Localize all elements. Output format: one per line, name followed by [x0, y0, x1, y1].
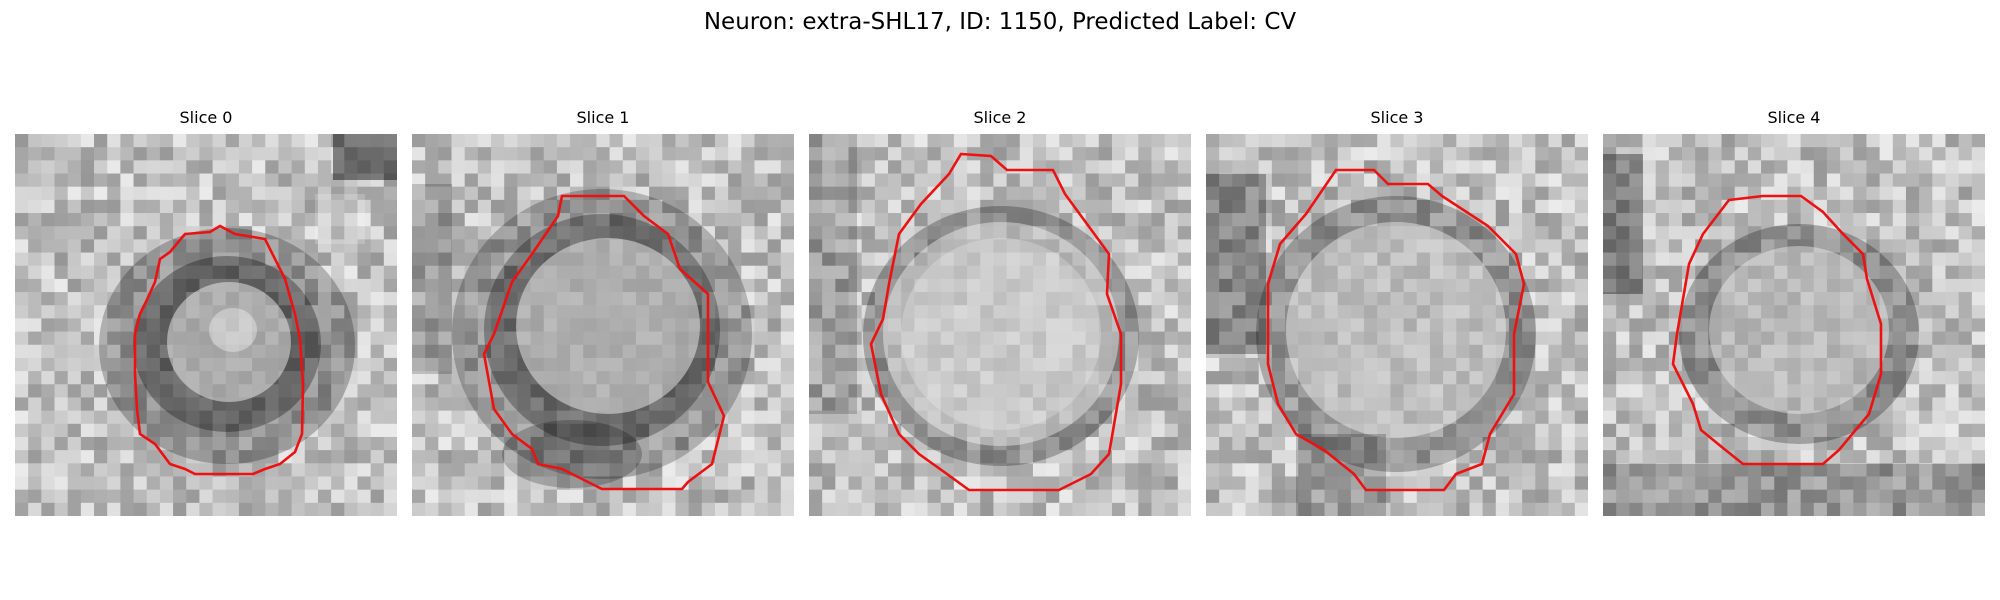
- slice-title: Slice 3: [1206, 108, 1588, 128]
- slice-title: Slice 0: [15, 108, 397, 128]
- slice-panel-1: Slice 1: [412, 108, 794, 518]
- slice-panel-2: Slice 2: [809, 108, 1191, 518]
- slice-image: [1603, 134, 1985, 516]
- slice-panel-0: Slice 0: [15, 108, 397, 518]
- slice-panel-4: Slice 4: [1603, 108, 1985, 518]
- slice-title: Slice 1: [412, 108, 794, 128]
- figure-title: Neuron: extra-SHL17, ID: 1150, Predicted…: [0, 6, 2000, 38]
- slice-image: [1206, 134, 1588, 516]
- slice-title: Slice 4: [1603, 108, 1985, 128]
- slice-image: [809, 134, 1191, 516]
- slice-panel-3: Slice 3: [1206, 108, 1588, 518]
- slice-title: Slice 2: [809, 108, 1191, 128]
- slice-image: [412, 134, 794, 516]
- slice-image: [15, 134, 397, 516]
